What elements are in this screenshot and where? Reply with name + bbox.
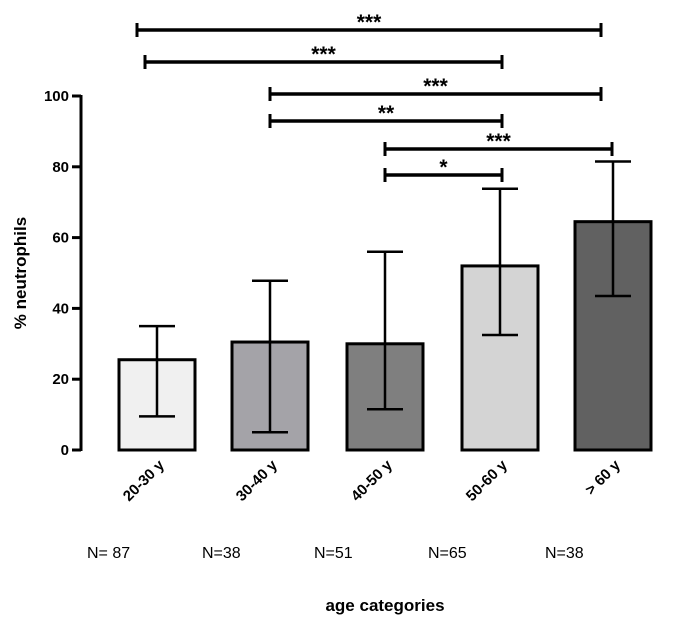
y-tick-label: 80 xyxy=(52,159,69,176)
significance-label: *** xyxy=(423,75,448,98)
significance-bracket-4: *** xyxy=(383,130,614,156)
y-axis-title: % neutrophils xyxy=(11,217,30,329)
y-tick-label: 40 xyxy=(52,300,69,317)
significance-label: *** xyxy=(486,130,511,153)
x-tick-label: 20-30 y xyxy=(120,456,168,504)
significance-bracket-5: * xyxy=(383,156,504,182)
significance-bracket-1: *** xyxy=(143,43,504,69)
error-bar-1 xyxy=(252,279,288,434)
sample-size-label: N= 87 xyxy=(87,545,130,562)
significance-label: * xyxy=(439,156,448,179)
significance-label: *** xyxy=(311,43,336,66)
sample-size-labels: N= 87 N=38 N=51 N=65 N=38 xyxy=(87,545,584,562)
y-tick-label: 100 xyxy=(44,88,69,105)
significance-bracket-0: *** xyxy=(135,11,603,37)
sample-size-label: N=51 xyxy=(314,545,353,562)
x-axis-labels: 20-30 y 30-40 y 40-50 y 50-60 y > 60 y xyxy=(120,456,624,504)
y-axis: 0 20 40 60 80 100 xyxy=(44,88,83,459)
y-tick-label: 20 xyxy=(52,371,69,388)
significance-bracket-3: ** xyxy=(268,102,504,128)
y-tick-label: 0 xyxy=(61,442,69,459)
significance-bracket-2: *** xyxy=(268,75,603,101)
sample-size-label: N=38 xyxy=(545,545,584,562)
x-axis-title: age categories xyxy=(325,596,444,615)
sample-size-label: N=65 xyxy=(428,545,467,562)
x-tick-label: 40-50 y xyxy=(348,456,396,504)
x-tick-label: > 60 y xyxy=(582,456,624,498)
error-bar-2 xyxy=(367,250,403,411)
error-bar-0 xyxy=(139,324,175,418)
significance-label: *** xyxy=(357,11,382,34)
significance-label: ** xyxy=(378,102,395,125)
error-bar-4 xyxy=(595,160,631,298)
sample-size-label: N=38 xyxy=(202,545,241,562)
x-tick-label: 30-40 y xyxy=(233,456,281,504)
y-tick-label: 60 xyxy=(52,230,69,247)
x-tick-label: 50-60 y xyxy=(463,456,511,504)
error-bar-3 xyxy=(482,187,518,337)
significance-brackets: *************** xyxy=(135,11,614,182)
error-bars xyxy=(139,160,631,434)
